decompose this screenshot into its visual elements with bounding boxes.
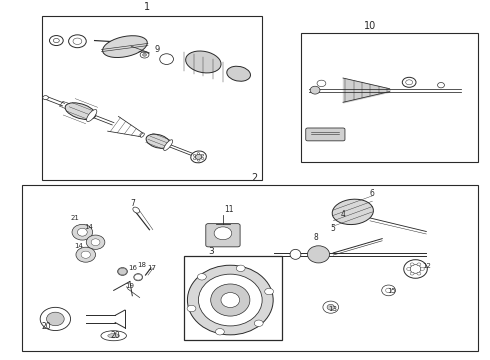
Text: 11: 11 — [224, 204, 234, 213]
Ellipse shape — [290, 249, 301, 259]
Circle shape — [201, 154, 204, 156]
Ellipse shape — [108, 334, 120, 338]
Circle shape — [407, 267, 411, 270]
Text: 7: 7 — [130, 199, 135, 208]
Ellipse shape — [186, 51, 221, 73]
Ellipse shape — [191, 151, 206, 163]
Circle shape — [214, 227, 232, 240]
Ellipse shape — [72, 224, 93, 240]
Text: 14: 14 — [74, 243, 83, 249]
Ellipse shape — [143, 53, 147, 56]
Text: 4: 4 — [341, 210, 345, 219]
Ellipse shape — [146, 134, 170, 148]
Text: 14: 14 — [84, 224, 93, 230]
Ellipse shape — [382, 285, 395, 296]
Circle shape — [410, 272, 414, 275]
Text: 8: 8 — [314, 233, 318, 242]
Circle shape — [73, 38, 82, 45]
Circle shape — [417, 272, 421, 275]
Circle shape — [194, 158, 196, 159]
Text: 18: 18 — [138, 262, 147, 268]
Ellipse shape — [134, 274, 143, 281]
Ellipse shape — [164, 140, 172, 150]
Circle shape — [197, 153, 199, 154]
Text: 16: 16 — [128, 265, 137, 271]
Ellipse shape — [187, 265, 273, 335]
Ellipse shape — [65, 103, 96, 120]
Ellipse shape — [196, 154, 202, 159]
Ellipse shape — [102, 36, 147, 58]
Ellipse shape — [308, 246, 330, 263]
Ellipse shape — [101, 331, 126, 341]
Text: 20: 20 — [42, 322, 51, 331]
FancyBboxPatch shape — [206, 224, 240, 247]
Bar — [42, 15, 262, 180]
Circle shape — [420, 267, 424, 270]
Ellipse shape — [133, 207, 140, 213]
Ellipse shape — [406, 80, 413, 85]
Ellipse shape — [332, 199, 373, 225]
Ellipse shape — [310, 86, 320, 94]
Ellipse shape — [81, 251, 90, 258]
Circle shape — [197, 274, 206, 280]
Text: 9: 9 — [154, 45, 159, 54]
Text: 21: 21 — [70, 215, 79, 221]
Circle shape — [265, 288, 273, 295]
Text: 20: 20 — [110, 331, 120, 340]
Ellipse shape — [323, 301, 339, 313]
Ellipse shape — [198, 274, 262, 326]
Circle shape — [236, 265, 245, 271]
Ellipse shape — [91, 239, 100, 246]
Circle shape — [216, 329, 224, 335]
Circle shape — [417, 263, 421, 266]
Ellipse shape — [43, 96, 49, 100]
Ellipse shape — [118, 267, 127, 275]
Circle shape — [193, 154, 196, 156]
Text: 10: 10 — [364, 21, 376, 31]
Text: 1: 1 — [144, 2, 150, 12]
Text: 13: 13 — [329, 306, 338, 312]
Ellipse shape — [221, 293, 240, 307]
Circle shape — [118, 268, 127, 275]
Ellipse shape — [86, 235, 105, 249]
Text: 17: 17 — [147, 265, 156, 271]
Text: 15: 15 — [388, 288, 396, 294]
Ellipse shape — [404, 260, 427, 278]
Ellipse shape — [438, 82, 444, 88]
Text: 2: 2 — [252, 172, 258, 183]
Circle shape — [317, 80, 326, 87]
Bar — [22, 185, 478, 351]
Text: 6: 6 — [370, 189, 375, 198]
Circle shape — [53, 39, 59, 43]
Text: 12: 12 — [422, 263, 431, 269]
Ellipse shape — [160, 54, 173, 64]
Ellipse shape — [227, 66, 250, 81]
Ellipse shape — [76, 247, 96, 262]
Ellipse shape — [327, 304, 335, 310]
Ellipse shape — [87, 109, 97, 122]
Text: 3: 3 — [208, 247, 214, 256]
Bar — [301, 33, 478, 162]
Ellipse shape — [410, 265, 421, 273]
Ellipse shape — [140, 133, 145, 137]
Circle shape — [69, 35, 86, 48]
Circle shape — [410, 263, 414, 266]
Ellipse shape — [211, 284, 250, 316]
Bar — [184, 256, 282, 340]
Circle shape — [134, 274, 142, 280]
Text: 5: 5 — [331, 224, 336, 233]
Ellipse shape — [386, 288, 392, 293]
Ellipse shape — [40, 307, 71, 330]
Circle shape — [201, 158, 204, 159]
Circle shape — [49, 36, 63, 46]
Circle shape — [197, 159, 200, 161]
Ellipse shape — [140, 51, 149, 58]
FancyBboxPatch shape — [306, 128, 345, 141]
Ellipse shape — [77, 228, 87, 236]
Ellipse shape — [47, 312, 64, 326]
Circle shape — [254, 320, 263, 327]
Text: 19: 19 — [125, 283, 134, 289]
Ellipse shape — [402, 77, 416, 87]
Circle shape — [187, 305, 196, 312]
